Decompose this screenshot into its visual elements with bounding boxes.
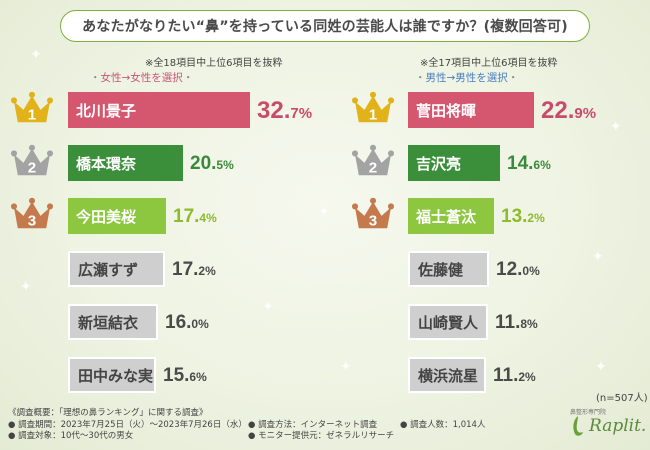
data-label-integer: 13. <box>501 206 528 227</box>
data-label: 12.0% <box>496 259 540 281</box>
sparkle-icon: ✦ <box>595 359 607 375</box>
data-label-integer: 11. <box>493 365 519 386</box>
survey-count: ● 調査人数：1,014人 <box>400 420 486 430</box>
bar: 福士蒼汰 <box>408 198 494 234</box>
data-label: 14.6% <box>507 153 551 175</box>
rank-number: 1 <box>369 106 377 123</box>
rank-1-crown-icon: 1 <box>10 91 54 123</box>
data-label: 22.9% <box>541 97 596 125</box>
bar-label: 横浜流星 <box>418 366 479 385</box>
left-note: ※全18項目中上位6項目を抜粋 <box>145 58 283 69</box>
sparkle-icon: ✦ <box>318 204 330 220</box>
data-label-decimal: 2% <box>527 211 545 225</box>
bar: 山崎賢人 <box>408 304 488 340</box>
bar-label: 吉沢亮 <box>416 154 462 173</box>
sample-size: (n=507人) <box>596 393 648 404</box>
bar-label: 今田美桜 <box>76 207 137 226</box>
data-label-decimal: 4% <box>199 211 217 225</box>
bar-label: 佐藤健 <box>418 260 464 279</box>
data-label-decimal: 0% <box>522 264 540 278</box>
sparkle-icon: ✦ <box>30 47 42 63</box>
data-label-integer: 32. <box>257 97 291 124</box>
rank-number: 3 <box>28 212 36 229</box>
bar: 佐藤健 <box>408 251 489 287</box>
data-label: 11.2% <box>493 365 536 387</box>
sparkle-icon: ✦ <box>340 359 352 375</box>
survey-method: ● 調査方法：インターネット調査 <box>248 420 378 430</box>
data-label: 17.2% <box>172 259 216 281</box>
sparkle-icon: ✦ <box>20 279 32 295</box>
data-label-integer: 17. <box>172 259 199 280</box>
rank-1-crown-icon: 1 <box>351 91 395 123</box>
bar: 北川景子 <box>68 92 250 128</box>
logo-tagline: 鼻整形専門院 <box>570 409 607 416</box>
rank-number: 2 <box>28 159 36 176</box>
bar: 吉沢亮 <box>408 145 500 181</box>
bar: 横浜流星 <box>408 357 486 393</box>
nose-logo-icon <box>573 416 583 436</box>
data-label-integer: 20. <box>190 153 217 174</box>
right-filter-label: ・男性→男性を選択・ <box>415 72 519 84</box>
data-label-decimal: 5% <box>216 158 234 172</box>
rank-3-crown-icon: 3 <box>10 197 54 229</box>
data-label-decimal: 8% <box>520 317 538 331</box>
data-label: 17.4% <box>173 206 217 228</box>
data-label-decimal: 2% <box>518 370 536 384</box>
data-label-decimal: 6% <box>533 158 551 172</box>
left-filter-text: 女性→女性を選択 <box>100 72 183 84</box>
rank-3-crown-icon: 3 <box>351 197 395 229</box>
bar-label: 北川景子 <box>76 101 137 120</box>
survey-target: ● 調査対象：10代〜30代の男女 <box>8 431 134 441</box>
survey-overview: 《調査概要：「理想の鼻ランキング」に関する調査》 <box>8 408 208 418</box>
bar-label: 菅田将暉 <box>416 101 477 120</box>
bar-label: 山崎賢人 <box>418 313 479 332</box>
data-label-decimal: 7% <box>290 105 313 122</box>
data-label: 13.2% <box>501 206 545 228</box>
logo-name: Raplit. <box>589 416 647 436</box>
bar: 今田美桜 <box>68 198 166 234</box>
data-label: 11.8% <box>495 312 538 334</box>
data-label: 15.6% <box>163 365 207 387</box>
data-label: 20.5% <box>190 153 234 175</box>
bar-label: 福士蒼汰 <box>416 207 477 226</box>
survey-monitor: ● モニター提供元：ゼネラルリサーチ <box>248 431 395 441</box>
sparkle-icon: ✦ <box>610 119 622 135</box>
rank-number: 2 <box>369 159 377 176</box>
bar: 広瀬すず <box>68 251 165 287</box>
bar: 新垣結衣 <box>68 304 158 340</box>
rank-number: 3 <box>369 212 377 229</box>
rank-2-crown-icon: 2 <box>351 144 395 176</box>
bar-label: 田中みな実 <box>78 366 154 385</box>
data-label: 16.0% <box>165 312 209 334</box>
data-label-integer: 16. <box>165 312 192 333</box>
bar-label: 橋本環奈 <box>76 154 137 173</box>
sparkle-icon: ✦ <box>262 299 274 315</box>
sparkle-icon: ✦ <box>592 249 604 265</box>
sparkle-icon: ✦ <box>280 109 292 125</box>
right-note: ※全17項目中上位6項目を抜粋 <box>420 58 558 69</box>
right-filter-text: 男性→男性を選択 <box>425 72 508 84</box>
bar-label: 広瀬すず <box>78 260 139 279</box>
data-label-integer: 15. <box>163 365 190 386</box>
data-label-decimal: 6% <box>189 370 207 384</box>
data-label-integer: 22. <box>541 97 575 124</box>
data-label-integer: 17. <box>173 206 200 227</box>
raplit-logo: Raplit. <box>569 414 646 438</box>
data-label-integer: 14. <box>507 153 534 174</box>
bar: 菅田将暉 <box>408 92 534 128</box>
rank-number: 1 <box>28 106 36 123</box>
rank-2-crown-icon: 2 <box>10 144 54 176</box>
chart-title: あなたがなりたい“鼻”を持っている同姓の芸能人は誰ですか？(複数回答可) <box>60 10 590 42</box>
data-label-integer: 11. <box>495 312 521 333</box>
bar-label: 新垣結衣 <box>78 313 139 332</box>
left-filter-label: ・女性→女性を選択・ <box>90 72 194 84</box>
survey-period: ● 調査期間：2023年7月25日（火）〜2023年7月26日（水） <box>8 420 247 430</box>
data-label-decimal: 0% <box>191 317 209 331</box>
bar: 田中みな実 <box>68 357 156 393</box>
data-label-decimal: 9% <box>574 105 597 122</box>
data-label-decimal: 2% <box>198 264 216 278</box>
data-label-integer: 12. <box>496 259 523 280</box>
data-label: 32.7% <box>257 97 312 125</box>
bar: 橋本環奈 <box>68 145 183 181</box>
